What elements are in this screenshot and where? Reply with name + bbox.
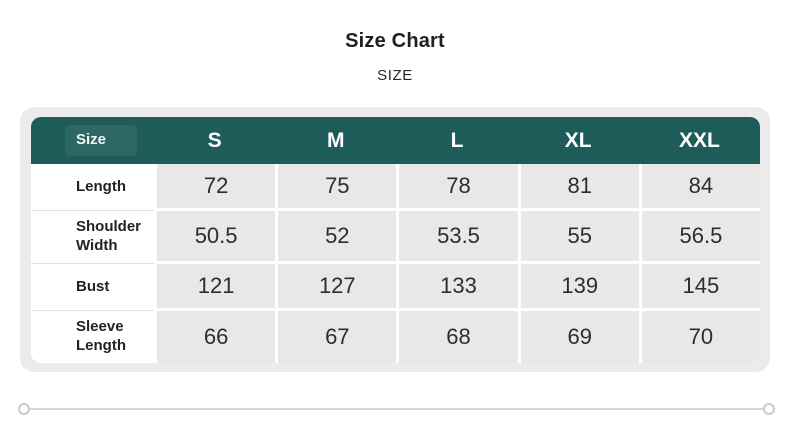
column-header-m: M (327, 128, 345, 152)
table-row-sleeve-length: Sleeve Length 66 67 68 69 70 (31, 311, 760, 363)
cell-length-xl: 81 (517, 164, 639, 211)
column-header-xl: XL (564, 128, 592, 152)
column-header-xxl: XXL (678, 128, 720, 152)
cell-length-s: 72 (154, 164, 276, 211)
column-header-l: L (450, 128, 464, 152)
cell-shoulder-m: 52 (275, 211, 397, 264)
scrollbar-left-handle[interactable] (18, 403, 30, 415)
table-row-bust: Bust 121 127 133 139 145 (31, 264, 760, 311)
cell-sleeve-m: 67 (275, 311, 397, 363)
scrollbar-track[interactable] (30, 408, 763, 410)
table-header-row: Size S M L XL XXL (31, 117, 760, 164)
cell-length-xxl: 84 (638, 164, 760, 211)
cell-length-m: 75 (275, 164, 397, 211)
cell-bust-m: 127 (275, 264, 397, 311)
table-header-size-cell: Size (31, 117, 154, 164)
cell-shoulder-xl: 55 (517, 211, 639, 264)
size-cell-highlight (65, 125, 137, 156)
row-label-length: Length (31, 164, 154, 211)
row-label-sleeve-length: Sleeve Length (31, 311, 154, 363)
cell-bust-xxl: 145 (638, 264, 760, 311)
cell-sleeve-xxl: 70 (638, 311, 760, 363)
cell-sleeve-xl: 69 (517, 311, 639, 363)
size-section-subtitle: SIZE (377, 67, 413, 84)
table-row-shoulder-width: Shoulder Width 50.5 52 53.5 55 56.5 (31, 211, 760, 264)
page-title: Size Chart (345, 30, 445, 52)
cell-shoulder-s: 50.5 (154, 211, 276, 264)
cell-sleeve-s: 66 (154, 311, 276, 363)
cell-bust-xl: 139 (517, 264, 639, 311)
table-header-size-label: Size (76, 131, 107, 149)
scrollbar-right-handle[interactable] (763, 403, 775, 415)
cell-length-l: 78 (396, 164, 518, 211)
table-row-length: Length 72 75 78 81 84 (31, 164, 760, 211)
carousel-scrollbar[interactable] (18, 403, 775, 415)
cell-bust-l: 133 (396, 264, 518, 311)
size-chart-table: Size S M L XL XXL Length 72 75 78 81 84 … (31, 117, 760, 363)
cell-sleeve-l: 68 (396, 311, 518, 363)
column-header-s: S (207, 128, 222, 152)
cell-shoulder-l: 53.5 (396, 211, 518, 264)
cell-bust-s: 121 (154, 264, 276, 311)
row-label-bust: Bust (31, 264, 154, 311)
row-label-shoulder-width: Shoulder Width (31, 211, 154, 264)
cell-shoulder-xxl: 56.5 (638, 211, 760, 264)
